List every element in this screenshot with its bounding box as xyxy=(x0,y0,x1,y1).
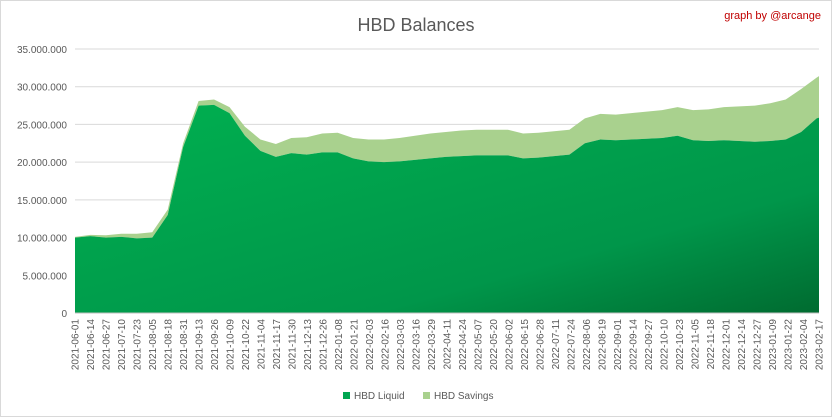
x-tick-label: 2021-11-17 xyxy=(272,319,283,370)
x-tick-label: 2022-01-21 xyxy=(350,319,361,371)
x-tick-label: 2022-11-18 xyxy=(706,319,717,370)
x-tick-label: 2022-09-01 xyxy=(613,319,624,371)
y-tick-label: 25.000.000 xyxy=(17,120,67,131)
x-tick-label: 2022-05-07 xyxy=(474,319,485,371)
x-tick-label: 2022-02-03 xyxy=(365,319,376,371)
x-tick-label: 2022-08-06 xyxy=(582,319,593,371)
x-tick-label: 2022-09-27 xyxy=(644,319,655,371)
x-tick-label: 2023-01-09 xyxy=(768,319,779,371)
x-tick-label: 2022-06-28 xyxy=(536,319,547,371)
x-tick-label: 2022-06-02 xyxy=(505,319,516,371)
x-tick-label: 2022-01-08 xyxy=(334,319,345,371)
y-tick-label: 15.000.000 xyxy=(17,196,67,207)
chart-title: HBD Balances xyxy=(357,15,474,35)
x-tick-label: 2022-03-03 xyxy=(396,319,407,371)
x-tick-label: 2022-07-11 xyxy=(551,319,562,370)
x-tick-label: 2021-06-27 xyxy=(102,319,113,371)
x-tick-label: 2022-12-27 xyxy=(753,319,764,371)
legend-label: HBD Savings xyxy=(434,391,493,402)
x-tick-label: 2022-07-24 xyxy=(567,319,578,371)
y-tick-label: 30.000.000 xyxy=(17,83,67,94)
x-tick-label: 2021-12-26 xyxy=(319,319,330,371)
x-tick-label: 2023-02-17 xyxy=(815,319,826,371)
x-tick-label: 2022-03-29 xyxy=(427,319,438,371)
x-tick-label: 2022-06-15 xyxy=(520,319,531,371)
chart-credit: graph by @arcange xyxy=(724,10,821,22)
x-tick-label: 2021-08-18 xyxy=(164,319,175,371)
x-tick-label: 2021-10-09 xyxy=(226,319,237,371)
x-tick-label: 2022-09-14 xyxy=(629,319,640,371)
x-tick-label: 2021-09-13 xyxy=(195,319,206,371)
x-tick-label: 2022-04-24 xyxy=(458,319,469,371)
x-tick-label: 2021-07-23 xyxy=(133,319,144,371)
x-tick-label: 2022-12-14 xyxy=(737,319,748,371)
x-tick-label: 2021-09-26 xyxy=(210,319,221,371)
x-tick-label: 2021-11-30 xyxy=(288,319,299,370)
y-tick-label: 35.000.000 xyxy=(17,45,67,56)
y-tick-label: 5.000.000 xyxy=(23,271,68,282)
y-tick-label: 0 xyxy=(61,309,67,320)
x-tick-label: 2021-07-10 xyxy=(117,319,128,371)
x-tick-label: 2021-11-04 xyxy=(257,319,268,370)
x-tick-label: 2022-11-05 xyxy=(691,319,702,370)
x-tick-label: 2021-08-05 xyxy=(148,319,159,371)
x-tick-label: 2022-08-19 xyxy=(598,319,609,371)
legend-swatch xyxy=(423,392,430,399)
series-area-hbd-savings xyxy=(75,76,819,239)
x-tick-label: 2021-06-01 xyxy=(71,319,82,371)
x-tick-label: 2022-02-16 xyxy=(381,319,392,371)
x-tick-label: 2022-03-16 xyxy=(412,319,423,371)
x-tick-label: 2022-04-11 xyxy=(443,319,454,370)
series-area-hbd-liquid xyxy=(75,104,819,314)
x-tick-label: 2021-08-31 xyxy=(179,319,190,371)
x-tick-label: 2021-12-13 xyxy=(303,319,314,371)
y-tick-label: 10.000.000 xyxy=(17,234,67,245)
y-tick-label: 20.000.000 xyxy=(17,158,67,169)
x-tick-label: 2021-06-14 xyxy=(86,319,97,371)
legend-label: HBD Liquid xyxy=(354,391,405,402)
x-tick-label: 2023-02-04 xyxy=(799,319,810,371)
x-tick-label: 2022-10-23 xyxy=(675,319,686,371)
x-tick-label: 2022-12-01 xyxy=(722,319,733,371)
x-tick-label: 2021-10-22 xyxy=(241,319,252,371)
legend-swatch xyxy=(343,392,350,399)
x-tick-label: 2022-10-10 xyxy=(660,319,671,371)
x-tick-label: 2022-05-20 xyxy=(489,319,500,371)
x-tick-label: 2023-01-22 xyxy=(784,319,795,371)
